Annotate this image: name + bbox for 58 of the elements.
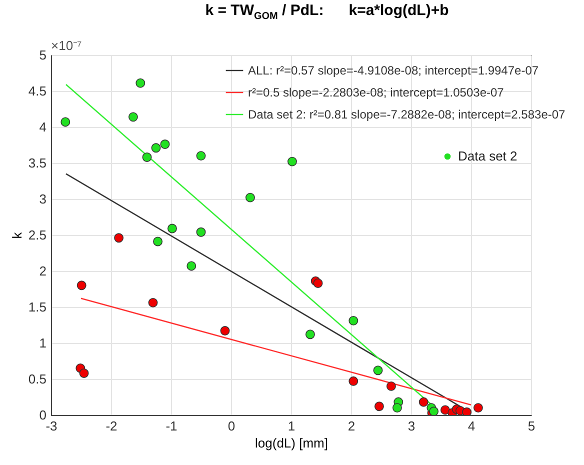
- x-tick-label: 1: [288, 418, 296, 434]
- point: [440, 405, 450, 415]
- x-axis-title: log(dL) [mm]: [255, 436, 328, 450]
- legend-label: r²=0.5 slope=-2.2803e-08; intercept=1.0503e-07: [248, 86, 504, 100]
- point: [418, 397, 428, 407]
- point: [153, 236, 163, 246]
- text: ×10⁻⁷: [51, 38, 82, 53]
- point: [136, 78, 146, 88]
- y-tick-label: 2: [39, 264, 46, 278]
- point: [196, 151, 206, 161]
- point: [142, 152, 152, 162]
- y-tick-label: 1: [39, 336, 46, 350]
- point: [287, 156, 297, 166]
- y-tick-label: 3.5: [28, 156, 46, 170]
- point: [186, 261, 196, 271]
- y-tick-label: 4: [39, 120, 46, 134]
- y-tick-label: 3: [39, 192, 46, 206]
- y-tick-label: 5: [39, 48, 46, 62]
- y-tick-label: 0.5: [28, 372, 46, 386]
- point: [348, 316, 358, 326]
- point: [374, 402, 384, 412]
- point: [79, 368, 89, 378]
- chart-title: k = TW$_{GOM}$ / PdL: k=a*log(dL)+b: [204, 1, 450, 22]
- point: [386, 381, 396, 391]
- legend-label: ALL: r²=0.57 slope=-4.9108e-08; intercept=1.9947e-07: [248, 64, 539, 78]
- point: [392, 403, 402, 413]
- y-tick-label: 0: [39, 408, 46, 422]
- x-tick-label: -2: [106, 418, 118, 434]
- point: [196, 227, 206, 237]
- y-tick-label: 2.5: [28, 228, 46, 242]
- point: [114, 233, 124, 243]
- point: [128, 112, 138, 122]
- point: [151, 143, 161, 153]
- x-tick-label: -1: [166, 418, 178, 434]
- legend-label: Data set 2: r²=0.81 slope=-7.2882e-08; intercept=2.583e-07: [248, 108, 566, 122]
- point: [60, 117, 70, 127]
- y-axis-title: k: [9, 232, 24, 239]
- x-tick-label: 5: [528, 418, 536, 434]
- point: [348, 376, 358, 386]
- point: [245, 192, 255, 202]
- point: [76, 280, 86, 290]
- x-tick-label: 4: [468, 418, 476, 434]
- point: [462, 407, 472, 415]
- point: [148, 298, 158, 308]
- y-tick-label: 1.5: [28, 300, 46, 314]
- point: [220, 326, 230, 336]
- point: [160, 140, 170, 149]
- point: [373, 366, 383, 376]
- point: [167, 224, 177, 234]
- x-tick-label: -3: [46, 418, 58, 434]
- point: [313, 278, 323, 288]
- legend-label: Data set 2: [458, 148, 518, 164]
- x-tick-label: 0: [228, 418, 236, 434]
- point: [305, 330, 315, 340]
- y-tick-label: 4.5: [28, 84, 46, 98]
- x-tick-label: 2: [348, 418, 356, 434]
- point: [473, 403, 483, 413]
- x-tick-label: 3: [408, 418, 416, 434]
